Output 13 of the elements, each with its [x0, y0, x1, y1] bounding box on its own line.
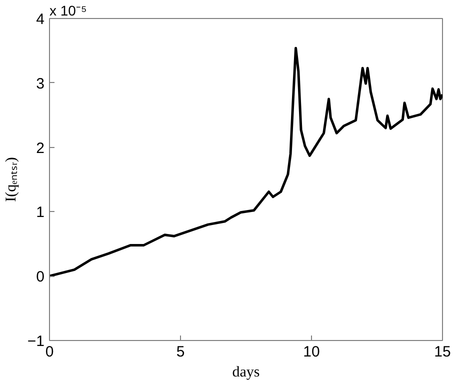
- y-tick-label: 4: [36, 11, 44, 28]
- y-axis-title: I(qₑₙₜₛᵣ): [3, 157, 20, 202]
- y-tick-label: 2: [36, 140, 44, 157]
- y-tick-label: 1: [36, 204, 44, 222]
- y-tick-label: 3: [36, 75, 44, 92]
- line-series: [50, 46, 442, 278]
- annotation: x 10⁻⁵: [50, 2, 87, 18]
- x-tick-label: 10: [303, 344, 320, 360]
- x-axis-title: days: [232, 364, 260, 380]
- x-tick-label: 15: [434, 344, 451, 360]
- y-tick-label: 0: [36, 268, 44, 286]
- x-tick-label: 5: [176, 344, 185, 360]
- y-tick-label: −1: [27, 333, 45, 350]
